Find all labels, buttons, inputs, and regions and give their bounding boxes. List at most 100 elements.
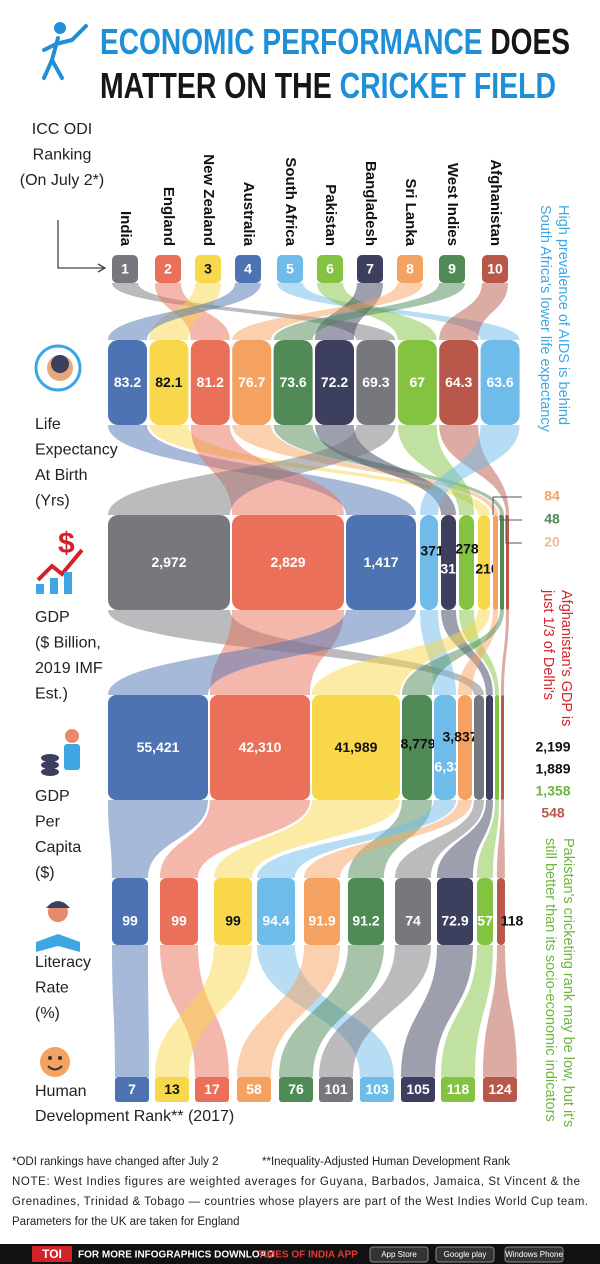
value-box [304, 878, 340, 945]
value-box [480, 340, 520, 425]
value-box [441, 515, 456, 610]
baby-icon [34, 344, 82, 392]
store-badge[interactable] [504, 1246, 564, 1263]
ribbon [441, 945, 493, 1077]
ribbon [149, 425, 490, 515]
ribbon [108, 800, 208, 878]
value-box [319, 1077, 353, 1102]
value-label: 10 [487, 261, 503, 277]
value-box [115, 1077, 149, 1102]
title-line: MATTER ON THECRICKET FIELD [100, 65, 556, 106]
row-label: Expectancy [35, 442, 118, 459]
dollar-sign: $ [58, 527, 75, 560]
pointer-line [57, 220, 104, 269]
value-label: 103 [365, 1081, 389, 1097]
value-box [214, 878, 252, 945]
ribbon [112, 945, 149, 1077]
value-label: 7 [128, 1081, 136, 1097]
value-label: 1 [121, 261, 129, 277]
ribbon [237, 945, 340, 1077]
value-box [195, 1077, 229, 1102]
value-box [112, 255, 138, 283]
value-box [346, 515, 416, 610]
brand: TOI [42, 1247, 62, 1261]
title-segment: ECONOMIC PERFORMANCE [100, 21, 483, 62]
store-badge[interactable] [369, 1246, 429, 1263]
value-box [108, 515, 230, 610]
footer-text: FOR MORE INFOGRAPHICS DOWNLOAD [78, 1250, 274, 1261]
footer-app: TIMES OF INDIA APP [258, 1250, 358, 1261]
value-box [501, 695, 504, 800]
value-label: 69.3 [362, 374, 389, 390]
value-label: 2,199 [535, 739, 570, 755]
ribbons [108, 283, 520, 1077]
row-label: Est.) [35, 686, 68, 703]
value-box [232, 340, 272, 425]
ribbon [304, 800, 472, 878]
value-label: 118 [447, 1081, 470, 1097]
ribbon [319, 945, 431, 1077]
value-box [108, 340, 147, 425]
footnote: Parameters for the UK are taken for Engl… [12, 1216, 240, 1228]
value-box [420, 515, 438, 610]
value-box [439, 340, 479, 425]
value-label: 76.7 [238, 374, 265, 390]
footnote: *ODI rankings have changed after July 2 [12, 1156, 218, 1168]
value-box [459, 515, 474, 610]
value-box [500, 515, 504, 610]
value-label: 2,829 [270, 554, 305, 570]
value-label: 94.4 [262, 913, 289, 929]
value-box [441, 1077, 475, 1102]
growth-icon: $ [36, 527, 84, 594]
value-box [458, 695, 472, 800]
value-label: 91.9 [308, 913, 335, 929]
ribbon [108, 610, 416, 695]
value-box [493, 515, 498, 610]
value-label: 67 [410, 374, 426, 390]
ribbon [257, 800, 456, 878]
value-label: 7 [366, 261, 374, 277]
value-label: 210 [475, 561, 499, 577]
value-label: 278 [455, 541, 479, 557]
country-name: New Zealand [200, 154, 217, 246]
value-box [155, 255, 181, 283]
ribbon [501, 610, 509, 695]
ribbon [402, 610, 504, 695]
row-label: ICC ODI [32, 121, 92, 138]
ribbon [477, 800, 499, 878]
value-label: 17 [204, 1081, 220, 1097]
value-box [312, 695, 400, 800]
title-segment: DOES [490, 21, 570, 62]
value-box [477, 878, 493, 945]
value-label: 72.9 [441, 913, 468, 929]
value-box [474, 695, 484, 800]
ribbon [420, 425, 520, 515]
country-name: England [160, 187, 177, 246]
value-label: 76 [288, 1081, 304, 1097]
value-box [356, 340, 396, 425]
ribbon [232, 425, 498, 515]
store-badge-label: App Store [381, 1250, 417, 1259]
value-label: 105 [406, 1081, 430, 1097]
row-label: Per [35, 814, 61, 831]
value-box [478, 515, 490, 610]
ribbon [273, 283, 465, 340]
ribbon [483, 945, 517, 1077]
ribbon [160, 800, 310, 878]
smiley-icon [40, 1047, 70, 1077]
title-segment: CRICKET FIELD [340, 65, 556, 106]
footnote: **Inequality-Adjusted Human Development … [262, 1156, 510, 1168]
value-box [155, 1077, 189, 1102]
value-box [357, 255, 383, 283]
country-name: Bangladesh [362, 161, 379, 246]
ribbon [232, 283, 423, 340]
country-name: Pakistan [322, 184, 339, 246]
cricket-icon [42, 22, 88, 80]
row-label: (On July 2*) [20, 172, 104, 189]
annotation: just 1/3 of Delhi's [540, 589, 556, 700]
value-label: 3 [204, 261, 212, 277]
store-badge[interactable] [435, 1246, 495, 1263]
value-label: 13 [164, 1081, 180, 1097]
value-label: 82.1 [155, 374, 182, 390]
value-label: 5 [286, 261, 294, 277]
